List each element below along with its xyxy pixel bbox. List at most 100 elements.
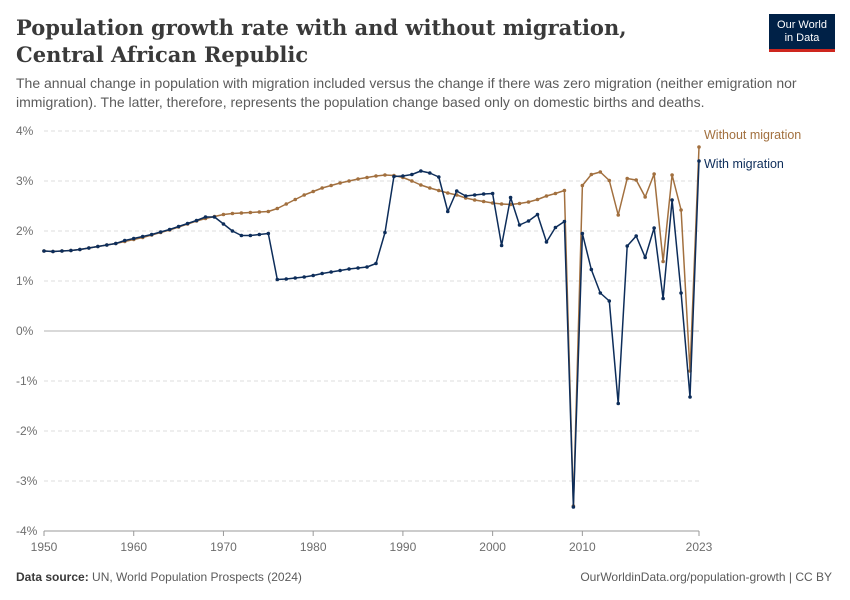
without-migration-point [302, 193, 307, 197]
with-migration-point [401, 174, 405, 178]
logo-line-1: Our World [777, 19, 827, 31]
y-tick-label: 0% [16, 324, 34, 338]
with-migration-point [96, 244, 100, 249]
with-migration-point [239, 233, 244, 238]
with-migration-point [140, 234, 145, 239]
with-migration-point [105, 243, 109, 247]
x-tick-label: 1950 [31, 540, 58, 554]
with-migration-point [661, 296, 665, 301]
x-tick-label: 2000 [479, 540, 506, 554]
with-migration-point [463, 194, 468, 198]
with-migration-line [43, 160, 700, 508]
with-migration-point [176, 224, 181, 229]
without-migration-point [445, 191, 450, 195]
x-tick-label: 2010 [569, 540, 596, 554]
without-migration-point [365, 175, 369, 180]
without-migration-point [598, 170, 603, 174]
y-tick-label: 2% [16, 224, 34, 238]
series-label: Without migration [704, 128, 801, 142]
with-migration-point [374, 261, 378, 266]
with-migration-point [302, 275, 307, 279]
y-tick-label: 1% [16, 274, 34, 288]
y-tick-label: -2% [16, 424, 38, 438]
with-migration-point [410, 172, 414, 177]
without-migration-point [616, 213, 621, 217]
with-migration-point [562, 219, 567, 224]
without-migration-line [43, 146, 700, 507]
with-migration-point [78, 247, 82, 252]
without-migration-point [329, 183, 333, 188]
without-migration-point [553, 191, 558, 196]
x-tick-label: 1990 [390, 540, 417, 554]
with-migration-point [194, 218, 199, 223]
with-migration-point [688, 395, 692, 399]
with-migration-point [428, 171, 432, 175]
with-migration-point [625, 244, 630, 248]
with-migration-point [42, 249, 46, 253]
owid-logo[interactable]: Our World in Data [769, 14, 835, 52]
with-migration-point [652, 226, 656, 230]
with-migration-point [131, 236, 136, 241]
without-migration-point [347, 179, 351, 183]
with-migration-point [347, 267, 351, 271]
without-migration-point [661, 259, 665, 264]
with-migration-point [275, 277, 280, 282]
with-migration-point [203, 215, 208, 219]
with-migration-point [553, 225, 558, 230]
without-migration-point [499, 202, 504, 206]
data-source-text[interactable]: UN, World Population Prospects (2024) [92, 570, 302, 584]
with-migration-point [697, 159, 701, 163]
without-migration-point [580, 183, 585, 188]
with-migration-point [679, 291, 683, 295]
x-tick-label: 1960 [120, 540, 147, 554]
with-migration-point [212, 215, 217, 219]
with-migration-point [158, 230, 163, 234]
without-migration-point [562, 188, 567, 193]
with-migration-point [266, 231, 271, 236]
chart-subtitle: The annual change in population with mig… [16, 75, 797, 110]
data-source-label: Data source: [16, 570, 89, 584]
with-migration-point [293, 276, 298, 280]
with-migration-point [356, 266, 360, 270]
with-migration-point [508, 195, 513, 200]
with-migration-point [257, 232, 262, 237]
x-tick-label: 2023 [686, 540, 713, 554]
with-migration-point [526, 219, 531, 223]
without-migration-point [356, 177, 360, 181]
without-migration-point [419, 183, 423, 187]
with-migration-point [87, 246, 91, 250]
with-migration-point [598, 291, 603, 295]
with-migration-point [60, 249, 64, 253]
source-url[interactable]: OurWorldinData.org/population-growth | C… [580, 570, 832, 584]
with-migration-point [365, 265, 369, 269]
without-migration-point [589, 172, 594, 177]
without-migration-point [607, 178, 612, 183]
without-migration-point [670, 173, 674, 177]
with-migration-point [419, 169, 423, 173]
with-migration-point [69, 248, 73, 253]
with-migration-point [670, 198, 674, 202]
with-migration-point [571, 505, 576, 509]
with-migration-point [113, 241, 118, 246]
data-source: Data source: UN, World Population Prospe… [16, 570, 302, 584]
without-migration-point [481, 199, 486, 204]
with-migration-point [167, 227, 172, 232]
without-migration-point [293, 197, 298, 202]
with-migration-point [311, 273, 315, 278]
without-migration-point [517, 201, 522, 206]
without-migration-point [472, 198, 477, 202]
with-migration-point [284, 277, 289, 281]
without-migration-point [436, 188, 441, 193]
y-tick-label: -3% [16, 474, 38, 488]
with-migration-point [185, 221, 190, 226]
series-label: With migration [704, 157, 784, 171]
with-migration-point [445, 209, 450, 214]
without-migration-point [284, 202, 289, 206]
with-migration-point [320, 271, 324, 276]
with-migration-point [481, 192, 486, 196]
without-migration-point [221, 212, 226, 217]
without-migration-point [230, 211, 235, 216]
with-migration-point [589, 267, 594, 272]
without-migration-point [275, 206, 280, 211]
without-migration-point [311, 189, 315, 194]
